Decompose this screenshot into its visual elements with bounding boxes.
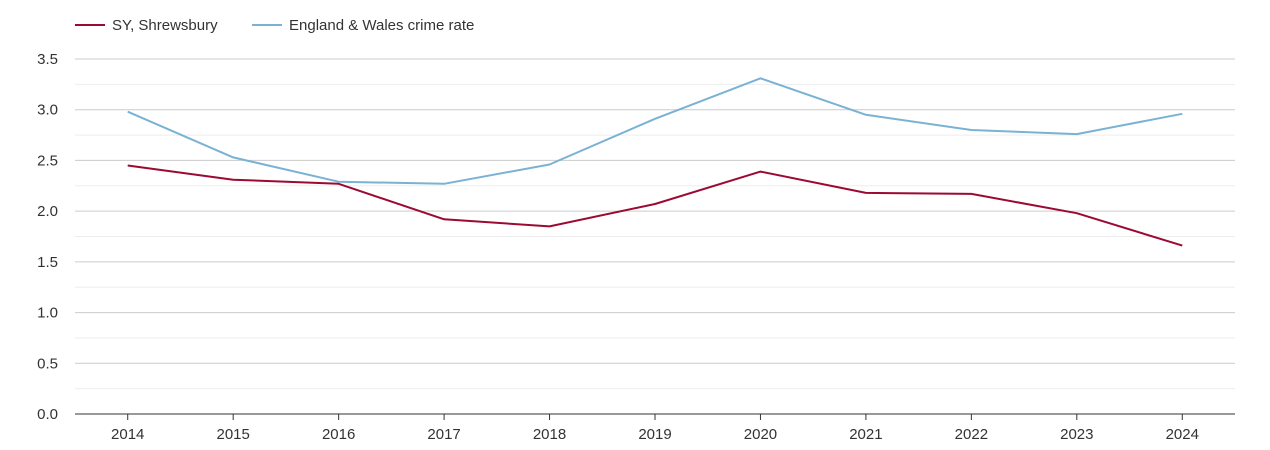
- y-tick-label: 3.5: [37, 51, 58, 68]
- x-tick-label: 2015: [216, 426, 249, 443]
- y-axis: 0.0 0.5 1.0 1.5 2.0 2.5 3.0 3.5: [37, 51, 58, 423]
- y-tick-label: 2.5: [37, 152, 58, 169]
- y-tick-label: 1.5: [37, 254, 58, 271]
- x-tick-label: 2019: [638, 426, 671, 443]
- y-tick-label: 3.0: [37, 102, 58, 119]
- x-axis: 2014 2015 2016 2017 2018 2019 2020 2021 2022 2023…: [75, 413, 1235, 443]
- x-tick-label: 2014: [111, 426, 144, 443]
- x-tick-label: 2017: [427, 426, 460, 443]
- series-line-shrewsbury: [127, 164, 1183, 247]
- grid: [75, 58, 1235, 390]
- legend: SY, Shrewsbury England & Wales crime rat…: [75, 17, 474, 34]
- y-tick-label: 2.0: [37, 203, 58, 220]
- y-tick-label: 1.0: [37, 305, 58, 322]
- x-tick-label: 2021: [849, 426, 882, 443]
- x-tick-label: 2018: [533, 426, 566, 443]
- series-line-england-wales: [127, 77, 1183, 185]
- x-tick-label: 2023: [1060, 426, 1093, 443]
- y-tick-label: 0.0: [37, 406, 58, 423]
- x-tick-label: 2022: [955, 426, 988, 443]
- series-group: [127, 77, 1183, 247]
- x-tick-label: 2020: [744, 426, 777, 443]
- legend-label-shrewsbury: SY, Shrewsbury: [112, 17, 218, 34]
- legend-label-england-wales: England & Wales crime rate: [289, 17, 474, 34]
- x-tick-label: 2016: [322, 426, 355, 443]
- y-tick-label: 0.5: [37, 355, 58, 372]
- x-tick-label: 2024: [1166, 426, 1199, 443]
